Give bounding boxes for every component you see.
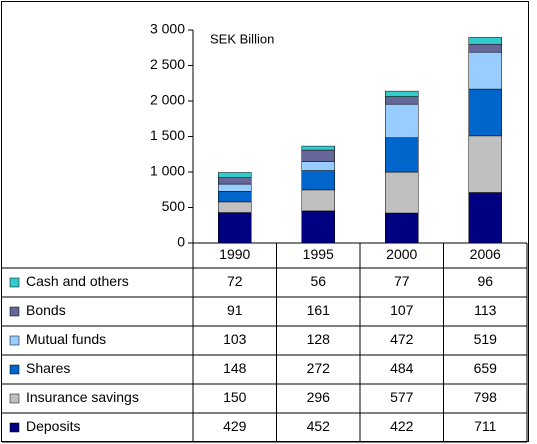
bar-segment [218, 212, 252, 244]
legend-swatch [9, 422, 20, 433]
bar-segment [385, 212, 419, 244]
bar-segment [385, 90, 419, 97]
legend-swatch [9, 306, 20, 317]
table-value: 577 [390, 389, 414, 405]
table-value: 296 [307, 389, 331, 405]
table-value: 711 [474, 418, 497, 434]
y-tick-label: 2 500 [150, 56, 185, 72]
bar-segment [385, 171, 419, 214]
y-tick-label: 2 000 [150, 92, 185, 108]
table-value: 798 [474, 389, 498, 405]
bar-segment [218, 191, 252, 203]
bar-segment [468, 88, 502, 137]
legend-label: Deposits [26, 418, 80, 434]
table-value: 161 [307, 302, 331, 318]
legend-swatch [9, 335, 20, 346]
bar-segment [385, 96, 419, 105]
table-value: 91 [227, 302, 243, 318]
y-tick-label: 1 000 [150, 163, 185, 179]
table-value: 56 [310, 273, 326, 289]
bar-segment [468, 135, 502, 193]
table-value: 148 [223, 360, 247, 376]
table-value: 103 [223, 331, 247, 347]
legend-label: Shares [26, 360, 70, 376]
bar-segment [468, 37, 502, 45]
legend-swatch [9, 277, 20, 288]
bar-segment [218, 172, 252, 178]
table-value: 484 [390, 360, 414, 376]
bar-segment [218, 177, 252, 185]
x-tick-label: 1990 [219, 246, 250, 262]
bar-segment [218, 183, 252, 192]
table-value: 107 [390, 302, 414, 318]
bar-segment [301, 161, 335, 171]
table-value: 519 [474, 331, 498, 347]
y-tick-label: 500 [162, 198, 186, 214]
legend-label: Bonds [26, 302, 66, 318]
table-value: 150 [223, 389, 247, 405]
bar-segment [218, 201, 252, 213]
x-tick-label: 2006 [470, 246, 501, 262]
table-value: 472 [390, 331, 414, 347]
table-value: 272 [307, 360, 331, 376]
bar-segment [468, 192, 502, 244]
legend-swatch [9, 393, 20, 404]
table-value: 113 [474, 302, 497, 318]
bar-segment [385, 103, 419, 138]
bar-segment [301, 149, 335, 162]
bar-segment [301, 210, 335, 244]
table-value: 96 [477, 273, 493, 289]
x-tick-label: 2000 [386, 246, 417, 262]
chart-border [1, 1, 529, 442]
table-value: 422 [390, 418, 414, 434]
table-value: 659 [474, 360, 498, 376]
bar-segment [468, 51, 502, 90]
bar-segment [468, 43, 502, 53]
table-value: 429 [223, 418, 247, 434]
table-value: 452 [307, 418, 331, 434]
bar-segment [301, 145, 335, 151]
legend-label: Cash and others [26, 273, 129, 289]
bar-segment [301, 170, 335, 191]
y-tick-label: 1 500 [150, 127, 185, 143]
x-tick-label: 1995 [303, 246, 334, 262]
legend-swatch [9, 364, 20, 375]
bar-segment [301, 189, 335, 212]
legend-label: Insurance savings [26, 389, 139, 405]
annotation: SEK Billion [210, 31, 274, 46]
y-tick-label: 3 000 [150, 21, 185, 37]
y-tick-label: 0 [177, 234, 185, 250]
table-value: 72 [227, 273, 243, 289]
table-value: 128 [307, 331, 331, 347]
legend-label: Mutual funds [26, 331, 106, 347]
bar-segment [385, 137, 419, 173]
table-value: 77 [394, 273, 410, 289]
